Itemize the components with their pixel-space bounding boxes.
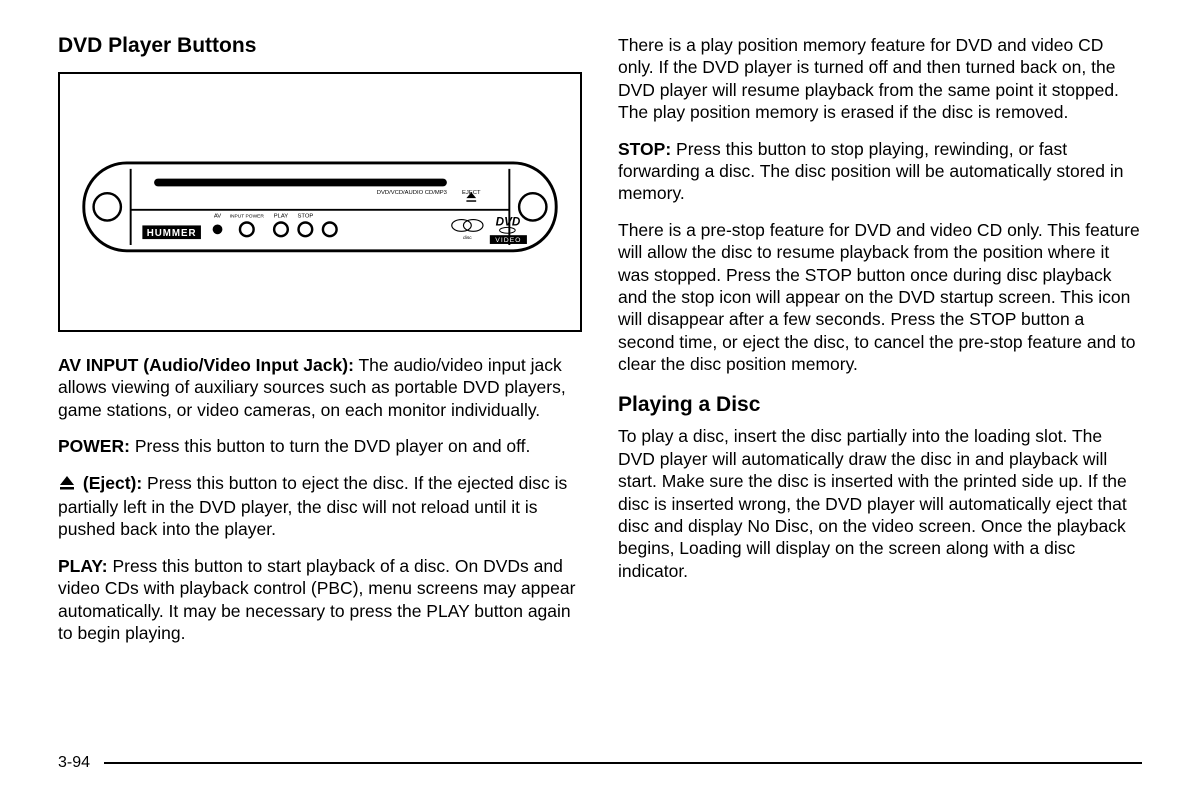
para-play: PLAY: Press this button to start playbac… — [58, 555, 582, 645]
para-prestop: There is a pre-stop feature for DVD and … — [618, 219, 1142, 376]
left-column: DVD Player Buttons — [58, 34, 582, 734]
svg-text:PLAY: PLAY — [274, 214, 289, 220]
svg-text:disc: disc — [463, 235, 472, 241]
svg-text:STOP: STOP — [297, 214, 313, 220]
para-stop: STOP: Press this button to stop playing,… — [618, 138, 1142, 205]
svg-text:AV: AV — [214, 214, 221, 220]
para-eject: (Eject): Press this button to eject the … — [58, 472, 582, 541]
para-play-memory: There is a play position memory feature … — [618, 34, 1142, 124]
page-footer: 3-94 — [58, 754, 1142, 772]
text-play: Press this button to start playback of a… — [58, 556, 575, 643]
para-power: POWER: Press this button to turn the DVD… — [58, 435, 582, 457]
para-av-input: AV INPUT (Audio/Video Input Jack): The a… — [58, 354, 582, 421]
eject-icon — [58, 474, 76, 496]
dvd-player-figure: AV INPUT POWER PLAY STOP DVD/VCD/AUDIO C… — [58, 72, 582, 332]
right-column: There is a play position memory feature … — [618, 34, 1142, 734]
svg-text:DVD/VCD/AUDIO CD/MP3: DVD/VCD/AUDIO CD/MP3 — [377, 190, 447, 196]
heading-dvd-player-buttons: DVD Player Buttons — [58, 34, 582, 58]
lead-stop: STOP: — [618, 139, 671, 159]
text-stop: Press this button to stop playing, rewin… — [618, 139, 1123, 204]
svg-text:DVD: DVD — [496, 215, 521, 228]
lead-play: PLAY: — [58, 556, 108, 576]
dvd-player-svg: AV INPUT POWER PLAY STOP DVD/VCD/AUDIO C… — [76, 90, 564, 314]
svg-text:HUMMER: HUMMER — [147, 228, 197, 239]
svg-text:INPUT POWER: INPUT POWER — [230, 214, 265, 220]
text-power: Press this button to turn the DVD player… — [130, 436, 530, 456]
lead-power: POWER: — [58, 436, 130, 456]
heading-playing-a-disc: Playing a Disc — [618, 393, 1142, 417]
para-playing-disc: To play a disc, insert the disc partiall… — [618, 425, 1142, 582]
lead-eject: (Eject): — [83, 473, 142, 493]
footer-rule — [104, 762, 1142, 764]
lead-av-input: AV INPUT (Audio/Video Input Jack): — [58, 355, 354, 375]
page-number: 3-94 — [58, 754, 90, 772]
svg-text:VIDEO: VIDEO — [495, 237, 521, 244]
